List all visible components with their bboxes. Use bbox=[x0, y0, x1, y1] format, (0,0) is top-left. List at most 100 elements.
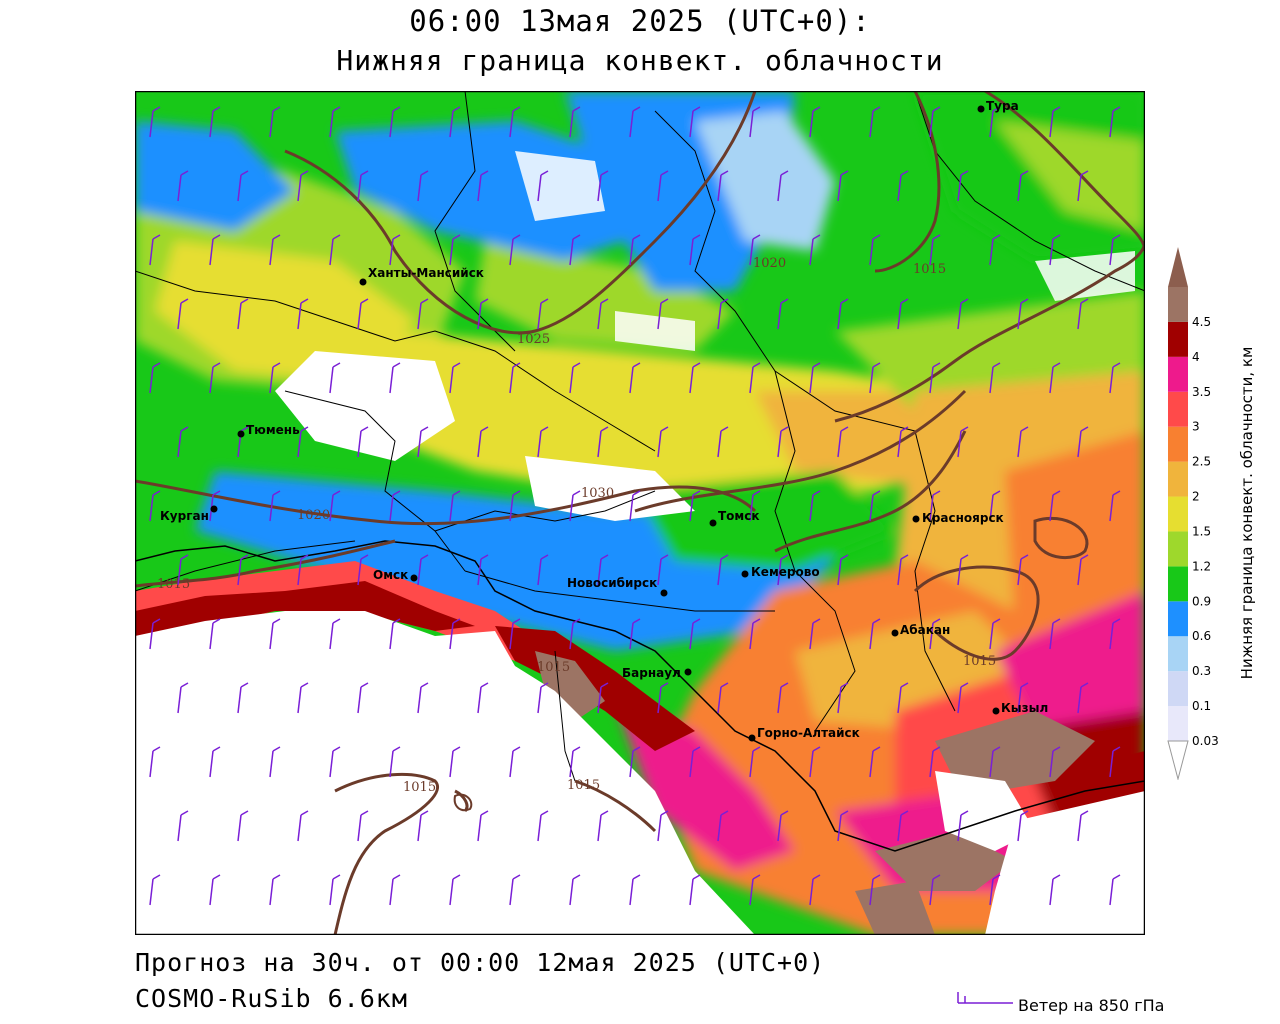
wind-barb bbox=[1017, 810, 1029, 842]
city-omsk: Омск bbox=[373, 568, 418, 582]
wind-barb bbox=[477, 426, 489, 458]
wind-barb bbox=[657, 682, 669, 714]
wind-barb bbox=[869, 234, 881, 266]
wind-barb bbox=[569, 490, 581, 522]
wind-barb bbox=[897, 426, 909, 458]
wind-barb bbox=[597, 298, 609, 330]
wind-barb bbox=[357, 170, 369, 202]
colorbar-box bbox=[1168, 287, 1188, 322]
wind-barb bbox=[389, 746, 401, 778]
wind-barb bbox=[957, 554, 969, 586]
wind-barb bbox=[1077, 298, 1089, 330]
wind-barb bbox=[929, 234, 941, 266]
wind-barb bbox=[569, 234, 581, 266]
wind-barb bbox=[837, 810, 849, 842]
wind-barb bbox=[417, 298, 429, 330]
wind-barb bbox=[689, 746, 701, 778]
wind-barb bbox=[897, 554, 909, 586]
wind-barb bbox=[389, 362, 401, 394]
wind-barb bbox=[837, 426, 849, 458]
wind-barb bbox=[209, 746, 221, 778]
wind-barb bbox=[329, 362, 341, 394]
wind-barb bbox=[717, 426, 729, 458]
colorbar: 0.03 0.1 0.3 0.6 0.9 1.2 1.5 2 2.5 3 3.5 4 4.5 bbox=[1167, 247, 1219, 780]
wind-barb bbox=[389, 490, 401, 522]
wind-barb-sample-icon bbox=[957, 992, 1013, 1004]
wind-barb bbox=[149, 874, 161, 906]
wind-barb bbox=[629, 874, 641, 906]
clear-area-mongolia bbox=[985, 791, 1145, 935]
wind-barb bbox=[777, 682, 789, 714]
wind-barb bbox=[357, 426, 369, 458]
wind-barb bbox=[209, 362, 221, 394]
wind-barb bbox=[749, 362, 761, 394]
wind-barb bbox=[1109, 874, 1121, 906]
isobar-label-group: 1020 1015 1025 1030 1020 1015 1015 1015 … bbox=[157, 256, 996, 795]
city-khanty-mansiysk: Ханты-Мансийск bbox=[359, 266, 484, 286]
colorbar-box bbox=[1168, 461, 1188, 497]
wind-barb bbox=[329, 234, 341, 266]
wind-barb bbox=[689, 618, 701, 650]
wind-barb bbox=[1109, 618, 1121, 650]
colorbar-tick-label: 3.5 bbox=[1192, 385, 1211, 399]
wind-barb bbox=[957, 170, 969, 202]
map-frame bbox=[135, 91, 1145, 935]
wind-barb bbox=[777, 170, 789, 202]
wind-barb bbox=[357, 554, 369, 586]
wind-barb bbox=[449, 874, 461, 906]
wind-barb bbox=[629, 490, 641, 522]
colorbar-box bbox=[1168, 496, 1188, 532]
wind-barb bbox=[297, 682, 309, 714]
wind-barb bbox=[177, 426, 189, 458]
forecast-map: 1020 1015 1025 1030 1020 1015 1015 1015 … bbox=[135, 91, 1145, 935]
isobar-small-loop bbox=[453, 793, 473, 812]
wind-barb bbox=[837, 170, 849, 202]
colorbar-box bbox=[1168, 636, 1188, 672]
wind-barb bbox=[869, 490, 881, 522]
wind-barbs bbox=[149, 106, 1121, 906]
wind-barb bbox=[269, 234, 281, 266]
wind-barb bbox=[329, 618, 341, 650]
isobars bbox=[135, 91, 1145, 935]
city-tura: Тура bbox=[977, 99, 1019, 113]
wind-barb bbox=[717, 298, 729, 330]
clear-area-west bbox=[275, 351, 455, 461]
city-label-tura: Тура bbox=[986, 99, 1019, 113]
wind-barb bbox=[1049, 746, 1061, 778]
wind-barb bbox=[449, 746, 461, 778]
wind-barb bbox=[1049, 874, 1061, 906]
forecast-lead-time: Прогноз на 30ч. от 00:00 12мая 2025 (UTC… bbox=[135, 948, 826, 977]
wind-barb bbox=[717, 682, 729, 714]
wind-barb bbox=[869, 362, 881, 394]
wind-barb bbox=[657, 170, 669, 202]
wind-barb bbox=[477, 554, 489, 586]
wind-barb bbox=[989, 490, 1001, 522]
wind-barb bbox=[957, 810, 969, 842]
wind-barb bbox=[237, 810, 249, 842]
colorbar-ticks: 0.03 0.1 0.3 0.6 0.9 1.2 1.5 2 2.5 3 3.5 4 4.5 bbox=[1192, 315, 1219, 748]
colorbar-tick-label: 0.6 bbox=[1192, 629, 1211, 643]
wind-barb bbox=[809, 106, 821, 138]
city-label-novosibirsk: Новосибирск bbox=[567, 576, 657, 590]
wind-barb bbox=[929, 106, 941, 138]
wind-barb bbox=[537, 810, 549, 842]
wind-barb bbox=[209, 106, 221, 138]
city-kurgan: Курган bbox=[160, 505, 218, 523]
wind-barb bbox=[417, 810, 429, 842]
wind-barb bbox=[749, 746, 761, 778]
wind-barb bbox=[957, 298, 969, 330]
admin-borders bbox=[135, 91, 1145, 782]
wind-barb bbox=[1017, 298, 1029, 330]
wind-barb bbox=[237, 298, 249, 330]
wind-barb bbox=[477, 682, 489, 714]
wind-barb bbox=[477, 170, 489, 202]
wind-barb bbox=[537, 298, 549, 330]
isobar-label: 1015 bbox=[567, 778, 600, 793]
wind-barb bbox=[509, 106, 521, 138]
wind-barb bbox=[749, 874, 761, 906]
wind-barb bbox=[177, 682, 189, 714]
wind-barb bbox=[1109, 362, 1121, 394]
wind-barb bbox=[1109, 234, 1121, 266]
wind-barb bbox=[989, 874, 1001, 906]
wind-barb bbox=[1109, 106, 1121, 138]
